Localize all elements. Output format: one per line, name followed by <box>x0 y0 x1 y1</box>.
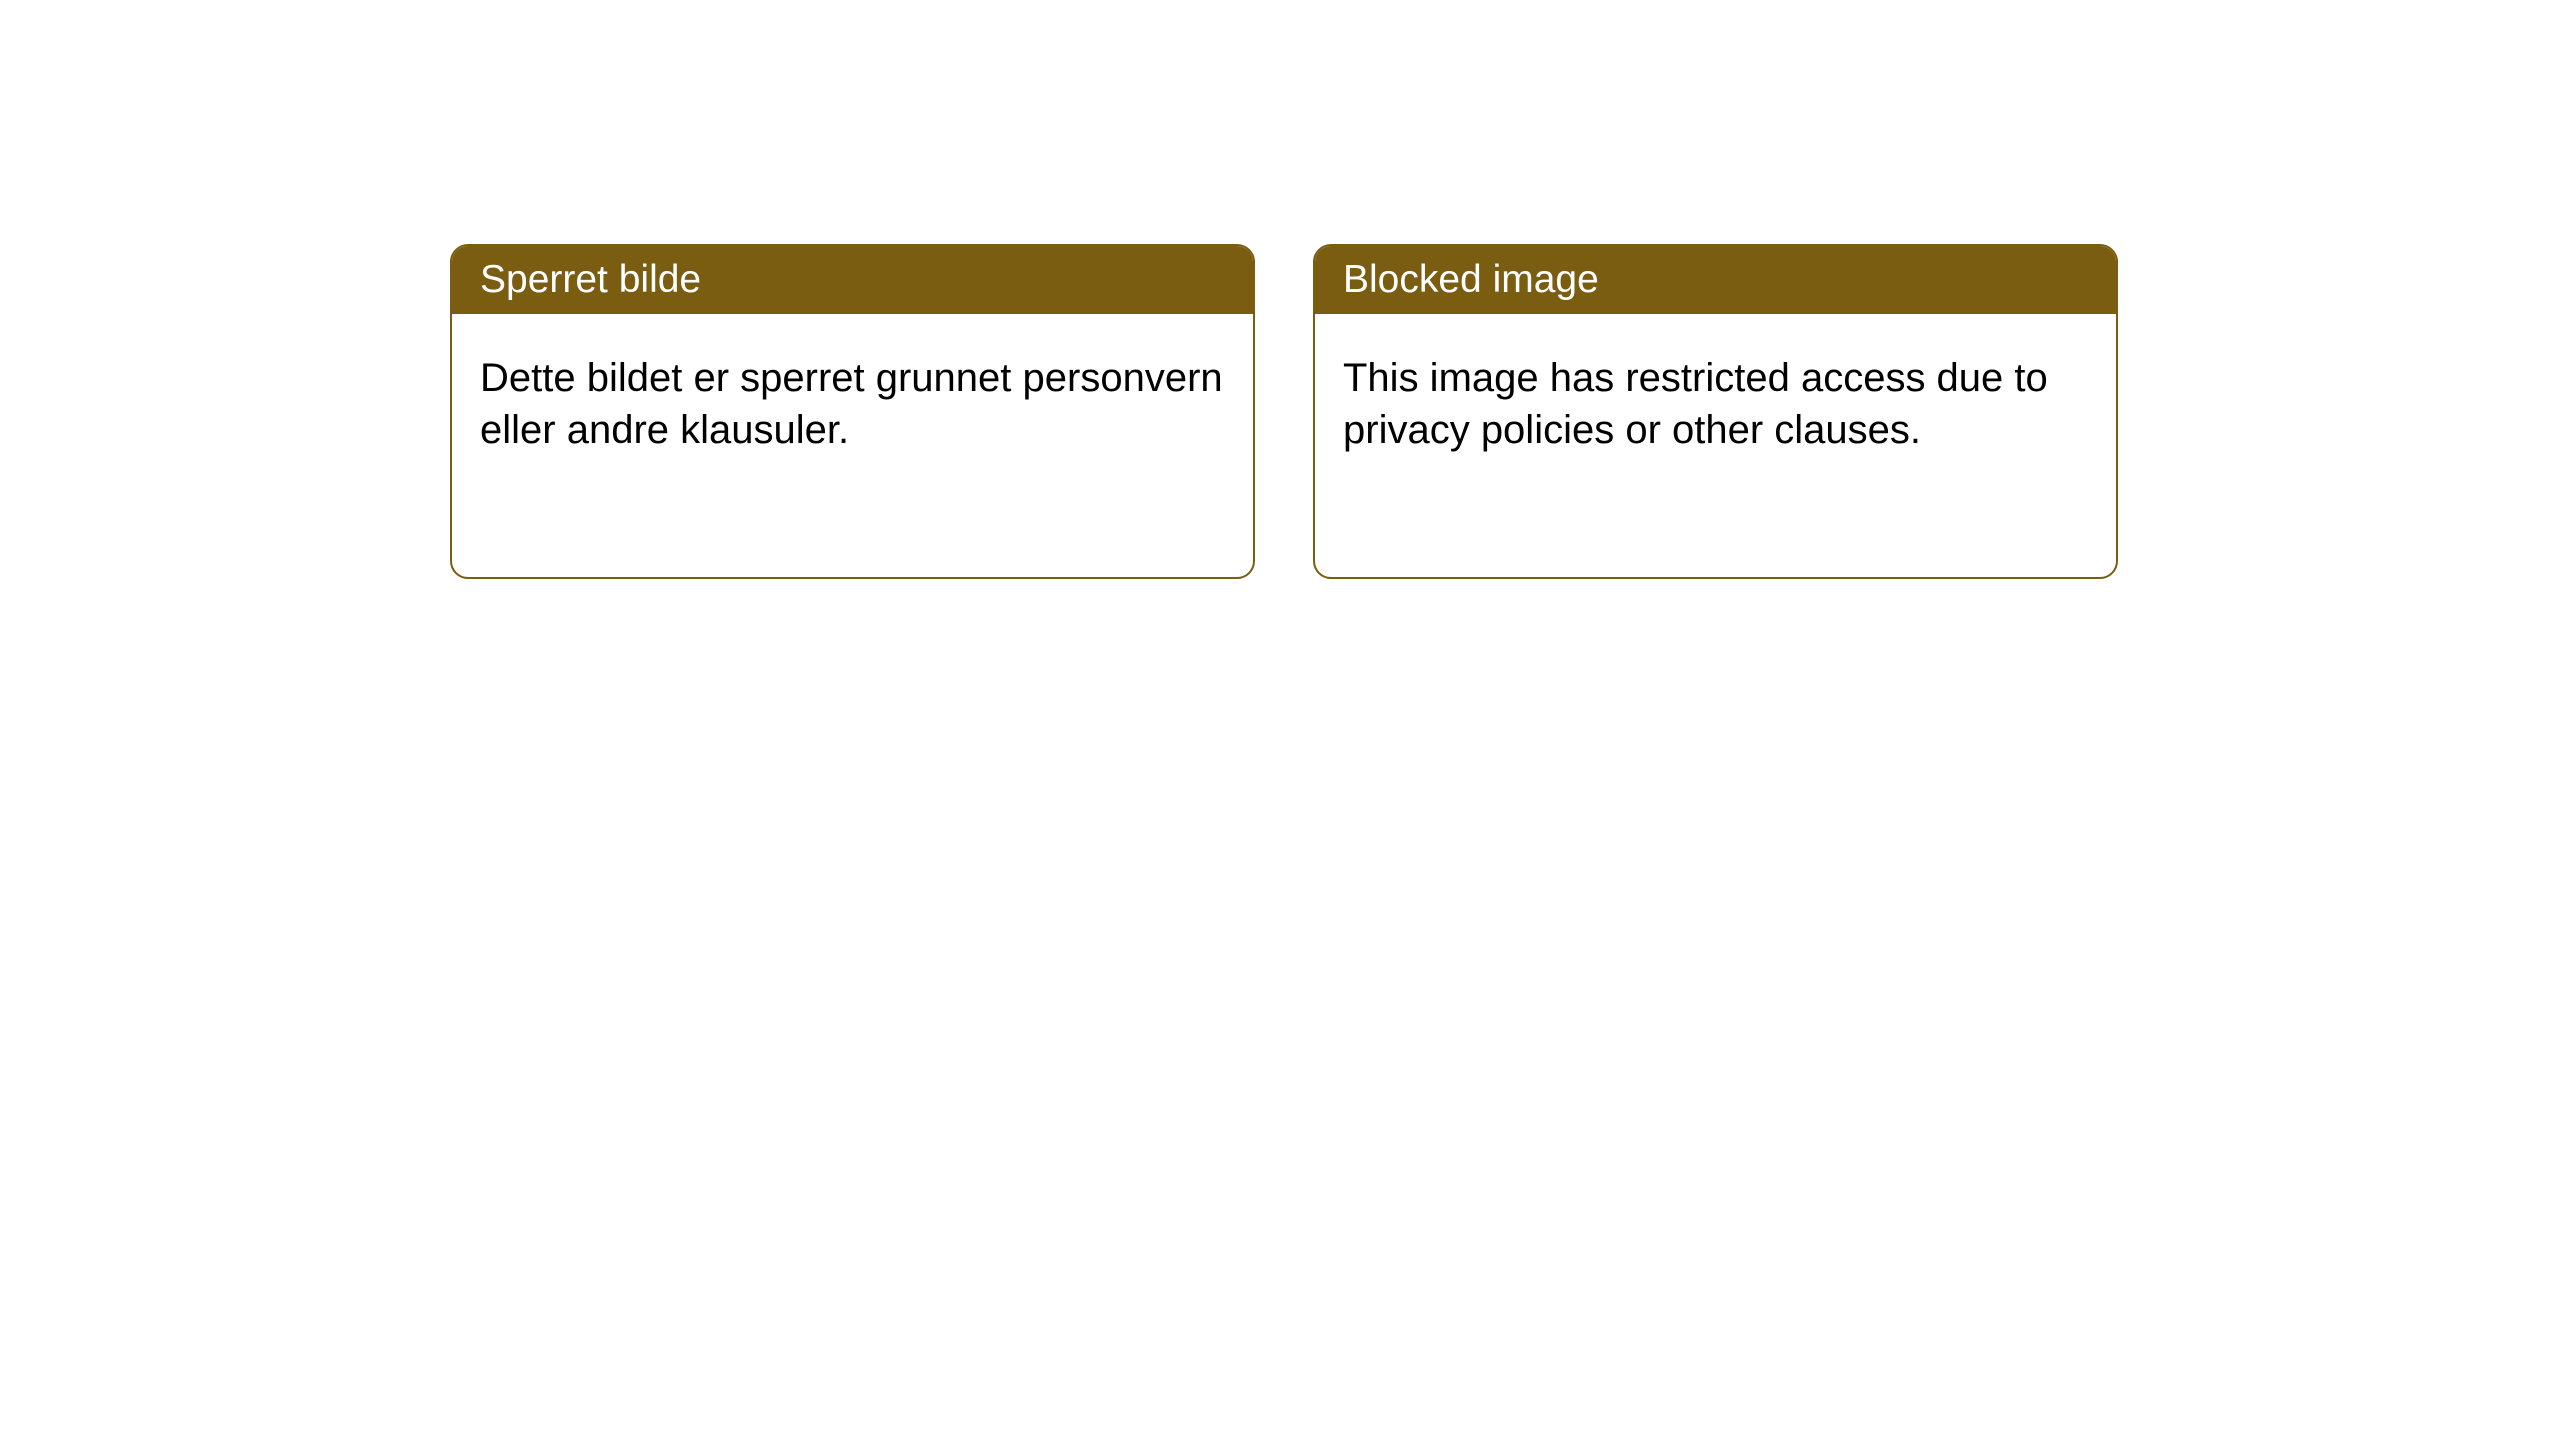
notice-card-norwegian: Sperret bilde Dette bildet er sperret gr… <box>450 244 1255 579</box>
card-title: Sperret bilde <box>480 258 701 301</box>
card-message: Dette bildet er sperret grunnet personve… <box>480 356 1223 452</box>
card-message: This image has restricted access due to … <box>1343 356 2048 452</box>
card-title: Blocked image <box>1343 258 1599 301</box>
card-body: Dette bildet er sperret grunnet personve… <box>452 314 1253 494</box>
notice-container: Sperret bilde Dette bildet er sperret gr… <box>0 0 2560 579</box>
card-body: This image has restricted access due to … <box>1315 314 2116 494</box>
notice-card-english: Blocked image This image has restricted … <box>1313 244 2118 579</box>
card-header: Sperret bilde <box>452 246 1253 314</box>
card-header: Blocked image <box>1315 246 2116 314</box>
